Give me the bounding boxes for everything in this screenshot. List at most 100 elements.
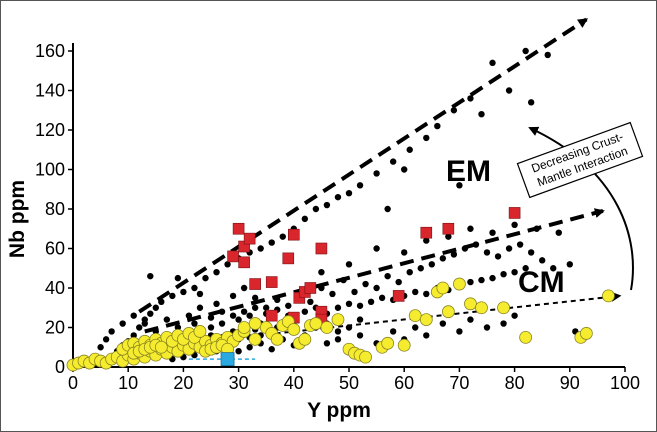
yellow-circle-point: [320, 321, 334, 334]
black-data-point: [384, 205, 391, 213]
black-data-point: [527, 249, 535, 256]
x-tick-label: 50: [339, 373, 359, 393]
black-data-point: [417, 265, 424, 272]
black-data-point: [334, 304, 342, 311]
yellow-circle-point: [359, 350, 372, 364]
black-data-point: [378, 294, 386, 302]
black-data-point: [550, 265, 557, 272]
black-data-point: [147, 310, 154, 317]
black-data-point: [412, 324, 419, 331]
red-square-point: [232, 222, 245, 235]
black-data-point: [456, 328, 463, 335]
yellow-circle-point: [298, 332, 312, 346]
x-tick-label: 80: [505, 373, 525, 393]
black-data-point: [373, 284, 380, 292]
yellow-circle-point: [602, 289, 615, 303]
cm-label: CM: [518, 266, 565, 299]
black-data-point: [229, 292, 237, 300]
x-tick-label: 10: [118, 373, 138, 393]
black-data-point: [246, 312, 253, 319]
black-data-point: [240, 284, 248, 292]
black-data-point: [185, 312, 193, 319]
black-data-point: [158, 298, 165, 306]
yellow-circle-point: [248, 317, 262, 330]
red-square-point: [442, 222, 455, 235]
red-square-point: [508, 207, 521, 219]
yellow-circle-point: [452, 277, 466, 291]
black-data-point: [373, 245, 380, 252]
black-data-point: [412, 288, 419, 296]
black-data-point: [356, 332, 364, 339]
red-square-point: [227, 250, 239, 263]
black-data-point: [456, 182, 463, 189]
black-data-point: [516, 241, 524, 248]
black-data-point: [434, 122, 441, 130]
curved-arrow-icon: [528, 126, 634, 291]
axes-group: 0 10 20 30 40 50 60 70 80 90 100 0 20 40 60 80 100 120 140…: [6, 41, 640, 422]
red-square-point: [265, 276, 278, 288]
black-data-point: [235, 348, 242, 355]
yellow-circle-point: [436, 281, 450, 295]
black-data-point: [450, 251, 458, 258]
black-data-point: [511, 269, 518, 276]
black-data-point: [196, 304, 204, 311]
black-data-point: [329, 290, 336, 298]
black-data-point: [257, 245, 264, 252]
black-data-point: [467, 225, 474, 232]
x-tick-label: 40: [284, 373, 304, 393]
black-data-point: [224, 261, 231, 268]
y-tick-label: 160: [35, 41, 65, 61]
red-square-point: [265, 309, 278, 322]
black-data-point: [445, 233, 452, 240]
black-data-point: [102, 336, 110, 343]
y-axis-title: Nb ppm: [6, 180, 29, 258]
black-data-point: [345, 261, 353, 268]
black-data-point: [505, 245, 513, 252]
black-data-point: [235, 316, 242, 323]
y-tick-label: 0: [55, 357, 65, 377]
black-data-point: [406, 146, 413, 153]
y-tick-label: 120: [35, 120, 65, 140]
black-data-point: [401, 249, 408, 256]
black-data-point: [533, 225, 540, 232]
black-data-point: [423, 237, 430, 244]
black-data-point: [263, 304, 270, 311]
black-data-point: [251, 294, 259, 302]
black-data-point: [218, 308, 226, 315]
black-data-point: [213, 269, 220, 276]
x-tick-label: 100: [610, 373, 640, 393]
black-data-point: [174, 324, 182, 331]
x-tick-label: 90: [560, 373, 580, 393]
black-data-point: [489, 229, 496, 236]
black-data-point: [323, 340, 331, 347]
black-data-point: [301, 308, 309, 315]
yellow-circle-point: [237, 321, 251, 334]
black-data-point: [285, 302, 292, 309]
black-data-point: [467, 278, 474, 286]
yellow-circle-point: [154, 340, 168, 354]
red-square-point: [243, 232, 256, 245]
black-data-point: [522, 47, 529, 55]
blue-square-point: [220, 352, 235, 367]
interaction-box: Decreasing Crust-Mantle Interaction: [516, 121, 644, 199]
black-data-point: [356, 316, 364, 323]
black-data-point: [334, 328, 342, 335]
black-data-point: [246, 344, 253, 351]
black-data-point: [207, 314, 215, 321]
black-data-point: [522, 265, 529, 272]
yellow-circle-point: [248, 332, 262, 346]
black-data-point: [500, 270, 507, 278]
black-data-point: [511, 221, 518, 228]
black-data-point: [395, 278, 402, 286]
yellow-circle-point: [519, 330, 533, 344]
black-data-point: [401, 166, 408, 173]
trend-line-3: [150, 291, 622, 349]
y-tick-label: 140: [35, 81, 65, 101]
black-data-point: [478, 111, 485, 118]
black-data-point: [367, 298, 375, 306]
y-tick-label: 40: [45, 278, 65, 298]
yellow-circle-point: [193, 325, 207, 338]
yellow-circle-point: [287, 323, 301, 336]
black-data-point: [318, 284, 325, 292]
black-data-point: [136, 324, 143, 331]
